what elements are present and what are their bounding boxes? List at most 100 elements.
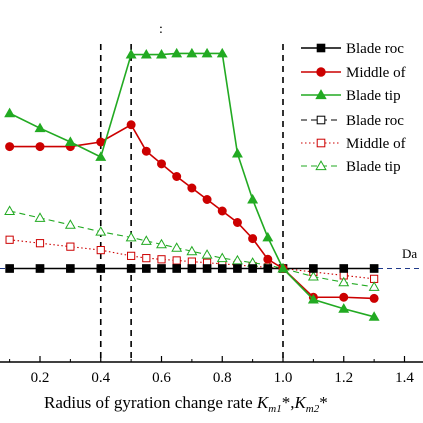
data-point-triangle — [156, 238, 167, 249]
x-axis-title-symbol-1: K — [256, 393, 270, 412]
data-point-circle — [263, 254, 273, 264]
data-point-triangle — [95, 151, 107, 161]
data-point-circle — [369, 293, 379, 303]
data-point-triangle — [34, 212, 46, 222]
data-point-square — [35, 264, 45, 273]
data-point-square — [202, 264, 212, 273]
x-axis-title-symbol-2: K — [293, 393, 307, 412]
data-point-circle — [157, 159, 166, 169]
data-point-square — [96, 264, 106, 273]
x-tick-label: 0.2 — [31, 370, 50, 386]
data-point-triangle — [231, 254, 243, 265]
legend-item-2: Middle of — [301, 65, 406, 81]
data-point-square — [35, 239, 45, 248]
data-point-triangle — [4, 107, 16, 118]
data-point-square — [66, 242, 75, 251]
data-point-triangle — [4, 205, 16, 215]
data-point-triangle — [307, 270, 319, 281]
x-tick-label: 1.0 — [274, 370, 293, 386]
data-point-square — [187, 257, 196, 266]
legend-item-6: Blade tip — [301, 159, 401, 175]
data-point-square — [339, 264, 349, 273]
series-line — [9, 210, 375, 288]
data-point-triangle — [125, 48, 137, 59]
data-point-triangle — [262, 231, 274, 242]
data-point-circle — [248, 234, 258, 244]
data-point-triangle — [186, 47, 198, 58]
data-point-square — [96, 246, 105, 255]
data-point-triangle — [247, 193, 259, 204]
data-point-triangle — [338, 303, 350, 313]
chart-title-mark: : — [159, 22, 163, 37]
data-point-circle — [232, 218, 242, 227]
x-tick-label: 0.8 — [213, 370, 232, 386]
data-point-square — [126, 264, 136, 273]
data-point-triangle — [338, 276, 350, 287]
series-line — [9, 52, 375, 318]
data-point-circle — [217, 206, 227, 216]
data-point-square — [142, 264, 151, 273]
data-point-triangle — [216, 252, 228, 263]
data-point-triangle — [186, 245, 198, 256]
data-point-circle — [141, 146, 151, 156]
legend-label: Blade tip — [346, 159, 401, 175]
x-tick-label: 0.4 — [91, 370, 110, 386]
data-point-triangle — [201, 47, 213, 58]
legend-item-4: Blade roc — [301, 113, 404, 129]
data-point-square — [263, 264, 273, 273]
series-1 — [5, 264, 379, 273]
x-axis-title: Radius of gyration change rate Km1*,Km2* — [44, 393, 328, 415]
data-point-square — [66, 264, 75, 273]
legend-label: Blade tip — [346, 88, 401, 104]
x-axis: 0.2 0.4 0.6 0.8 1.0 1.2 1.4 — [0, 356, 423, 386]
data-point-square — [172, 264, 181, 273]
data-point-triangle — [368, 281, 380, 291]
data-point-square — [217, 264, 227, 273]
legend: Blade roc Middle of Blade tip Blade roc Midd… — [301, 41, 406, 175]
data-point-triangle — [140, 48, 152, 59]
data-point-square — [187, 264, 197, 273]
data-point-triangle — [216, 47, 228, 58]
legend-label: Middle of — [346, 65, 406, 81]
legend-item-5: Middle of — [301, 136, 406, 152]
data-point-circle — [202, 195, 212, 204]
legend-item-3: Blade tip — [301, 88, 401, 104]
data-point-circle — [5, 142, 15, 152]
x-axis-title-mid: *, — [282, 393, 295, 412]
x-axis-title-end: * — [319, 393, 328, 412]
data-point-circle — [35, 142, 45, 152]
series-group — [4, 47, 380, 321]
series-3 — [4, 47, 380, 321]
data-point-square — [369, 264, 379, 273]
data-point-triangle — [156, 48, 167, 59]
data-point-square — [233, 264, 242, 273]
data-point-triangle — [171, 242, 183, 252]
data-point-square — [316, 138, 326, 148]
data-point-square — [248, 264, 257, 273]
data-point-square — [142, 254, 151, 263]
x-tick-label: 1.4 — [395, 370, 414, 386]
data-point-square — [127, 251, 136, 260]
data-point-triangle — [64, 219, 76, 229]
data-point-square — [172, 256, 181, 265]
data-point-triangle — [277, 262, 289, 273]
data-point-circle — [316, 67, 326, 77]
legend-item-1: Blade roc — [301, 41, 404, 57]
annotation-label: Da — [402, 246, 417, 261]
legend-label: Middle of — [346, 136, 406, 152]
data-point-square — [309, 264, 318, 273]
x-tick-label: 1.2 — [334, 370, 353, 386]
data-point-triangle — [34, 122, 46, 133]
data-point-circle — [172, 172, 182, 181]
data-point-triangle — [125, 231, 137, 242]
data-point-triangle — [140, 235, 152, 245]
data-point-circle — [339, 292, 349, 302]
data-point-triangle — [171, 47, 183, 58]
data-point-triangle — [315, 89, 327, 100]
data-point-triangle — [64, 136, 76, 146]
data-point-triangle — [315, 160, 327, 171]
data-point-triangle — [307, 293, 319, 304]
x-tick-label: 0.6 — [152, 370, 171, 386]
